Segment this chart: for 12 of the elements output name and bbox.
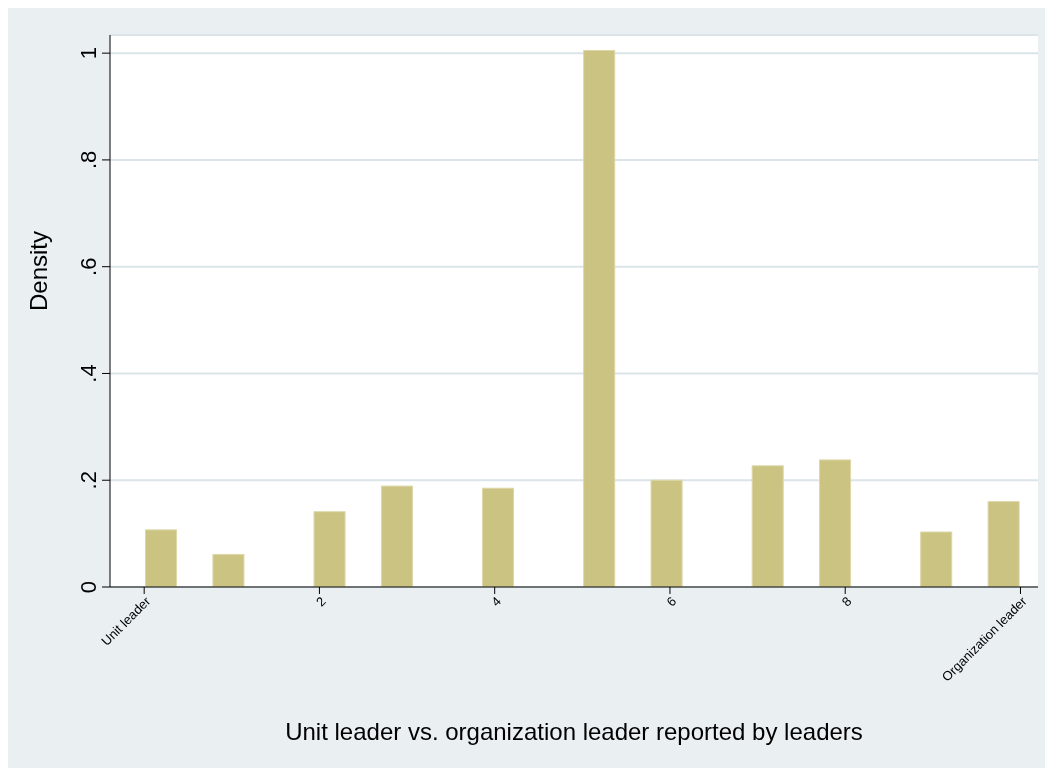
y-tick-label: 0 (76, 580, 101, 594)
y-tick-label: .4 (76, 364, 101, 383)
x-tick-label: 8 (838, 593, 855, 610)
y-tick-label: 1 (76, 47, 101, 60)
x-tick-label: 4 (488, 593, 504, 610)
y-tick-label: .8 (76, 150, 101, 170)
y-tick-label: .6 (76, 257, 101, 276)
y-tick-label: .2 (76, 471, 101, 490)
y-axis-title: Density (24, 230, 52, 311)
x-tick-label: 2 (312, 593, 329, 610)
x-axis-title: Unit leader vs. organization leader reported by leaders (285, 718, 863, 745)
x-tick-label: 6 (663, 593, 680, 610)
